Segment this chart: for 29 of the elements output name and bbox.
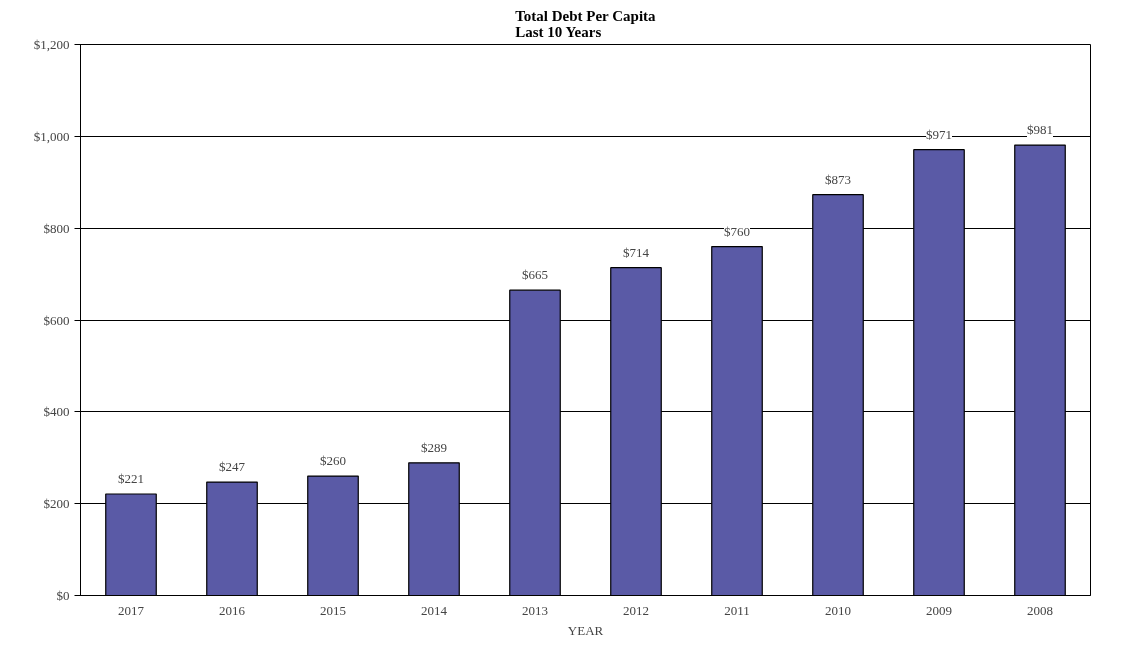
x-tick-label: 2013 (522, 602, 548, 618)
y-tick-label: $600 (43, 312, 70, 328)
x-tick-label: 2012 (623, 602, 649, 618)
x-tick-label: 2008 (1027, 602, 1053, 618)
data-label: $971 (926, 126, 952, 142)
y-tick-label: $800 (43, 220, 70, 236)
chart-title: Total Debt Per Capita Last 10 Years (515, 7, 657, 40)
data-label: $247 (219, 459, 246, 475)
data-label: $260 (320, 453, 346, 469)
x-tick-label: 2009 (926, 602, 952, 618)
data-label: $289 (421, 439, 447, 455)
data-label: $221 (118, 471, 144, 487)
data-label: $760 (724, 223, 750, 239)
x-tick-label: 2015 (320, 602, 346, 618)
data-label: $714 (623, 244, 650, 260)
x-tick-label: 2014 (421, 602, 448, 618)
x-tick-label: 2011 (724, 602, 750, 618)
x-axis-title: YEAR (567, 622, 604, 638)
data-label: $981 (1027, 122, 1053, 138)
y-tick-label: $200 (43, 496, 70, 512)
x-tick-label: 2017 (118, 602, 145, 618)
x-tick-label: 2016 (219, 602, 246, 618)
x-tick-label: 2010 (825, 602, 851, 618)
y-tick-label: $1,000 (33, 128, 70, 144)
y-tick-label: $1,200 (33, 37, 70, 52)
y-tick-label: $400 (43, 404, 70, 420)
data-label: $665 (522, 267, 548, 283)
data-label: $873 (825, 171, 851, 187)
y-tick-label: $0 (56, 588, 70, 603)
